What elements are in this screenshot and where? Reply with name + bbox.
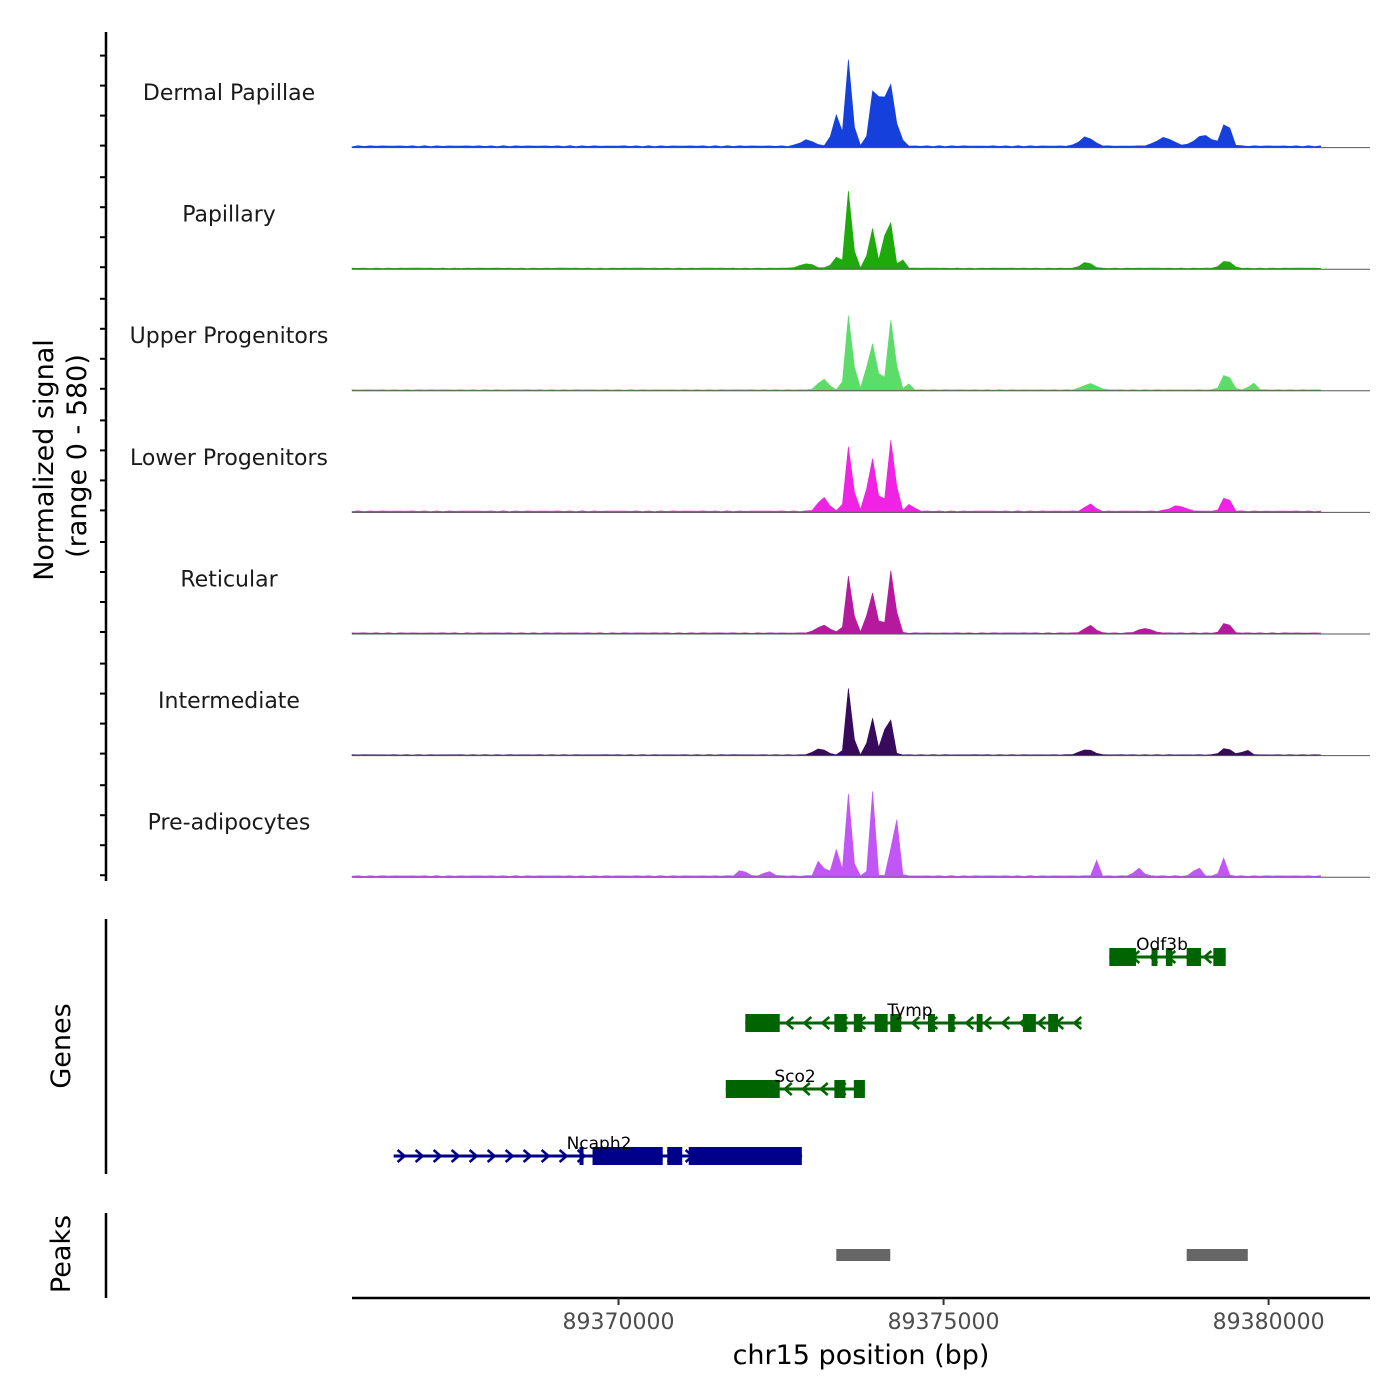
strand-arrow [964, 1016, 975, 1030]
coverage-area [351, 59, 1321, 148]
track-intermediate: Intermediate [158, 688, 1370, 757]
x-axis-ticks: 89370000 89375000 89380000 [563, 1298, 1325, 1335]
gene-exon [1022, 1014, 1036, 1032]
gene-exon [853, 1014, 863, 1032]
x-axis-title: chr15 position (bp) [733, 1340, 990, 1371]
y-axis-title-range: (range 0 - 580) [62, 354, 93, 558]
coverage-area [351, 440, 1321, 513]
strand-arrow [468, 1149, 479, 1163]
track-pre-adipocytes: Pre-adipocytes [148, 791, 1370, 878]
track-label: Dermal Papillae [143, 81, 315, 106]
coverage-area [351, 791, 1321, 878]
track-papillary: Papillary [182, 190, 1370, 270]
gene-exon [976, 1014, 983, 1032]
track-label: Pre-adipocytes [148, 811, 311, 836]
strand-arrow [818, 1082, 829, 1096]
gene-sco2: Sco2 [725, 1067, 865, 1098]
strand-arrow [802, 1016, 813, 1030]
gene-exon [890, 1014, 902, 1032]
gene-exon [667, 1147, 683, 1165]
track-dermal-papillae: Dermal Papillae [143, 59, 1370, 149]
track-label: Intermediate [158, 689, 300, 714]
x-tick-label: 89380000 [1213, 1310, 1325, 1335]
strand-arrow [414, 1149, 425, 1163]
gene-exon [1109, 948, 1136, 966]
gene-tymp: Tymp [745, 1001, 1083, 1032]
strand-arrow [522, 1149, 533, 1163]
coverage-area [351, 570, 1321, 635]
strand-arrow [1036, 1016, 1047, 1030]
gene-exon [1186, 948, 1201, 966]
gene-exon [834, 1014, 847, 1032]
peaks-track [836, 1249, 1248, 1261]
gene-exon [725, 1080, 780, 1098]
track-reticular: Reticular [180, 567, 1370, 635]
gene-label: Tymp [886, 1001, 932, 1021]
track-label: Lower Progenitors [130, 446, 328, 471]
strand-arrow [784, 1016, 795, 1030]
peaks-panel-title: Peaks [46, 1215, 77, 1293]
track-label: Upper Progenitors [130, 324, 329, 349]
gene-exon [592, 1147, 663, 1165]
gene-exon [745, 1014, 780, 1032]
gene-exon [579, 1147, 584, 1165]
gene-exon [688, 1147, 802, 1165]
gene-exon [1165, 948, 1173, 966]
coverage-area [351, 315, 1321, 392]
strand-arrow [396, 1149, 407, 1163]
gene-exon [948, 1014, 955, 1032]
track-label: Papillary [182, 203, 276, 228]
strand-arrow [782, 1082, 793, 1096]
track-upper-progenitors: Upper Progenitors [130, 315, 1370, 392]
coverage-area [351, 688, 1321, 756]
strand-arrow [910, 1016, 921, 1030]
track-lower-progenitors: Lower Progenitors [130, 440, 1370, 513]
strand-arrow [432, 1149, 443, 1163]
gene-odf3b: Odf3b [1109, 935, 1226, 966]
strand-arrow [486, 1149, 497, 1163]
strand-arrow [800, 1082, 811, 1096]
strand-arrow [1202, 950, 1213, 964]
genes-panel-title: Genes [46, 1003, 77, 1088]
gene-exon [834, 1080, 846, 1098]
gene-exon [1048, 1014, 1058, 1032]
strand-arrow [1072, 1016, 1083, 1030]
coverage-area [351, 190, 1321, 270]
x-tick-label: 89370000 [563, 1310, 675, 1335]
strand-arrow [982, 1016, 993, 1030]
coverage-y-ticks [100, 54, 106, 877]
track-label: Reticular [180, 567, 278, 592]
gene-label: Sco2 [774, 1067, 815, 1087]
gene-exon [853, 1080, 865, 1098]
gene-label: Ncaph2 [567, 1134, 632, 1154]
strand-arrow [540, 1149, 551, 1163]
peak-region [1186, 1249, 1248, 1261]
gene-label: Odf3b [1136, 935, 1188, 955]
strand-arrow [450, 1149, 461, 1163]
strand-arrow [504, 1149, 515, 1163]
peak-region [836, 1249, 891, 1261]
genes-track: Odf3b Tymp Sco2 Ncaph2 [393, 935, 1226, 1165]
gene-exon [927, 1014, 936, 1032]
gene-ncaph2: Ncaph2 [393, 1134, 803, 1165]
gene-exon [874, 1014, 888, 1032]
gene-exon [1151, 948, 1158, 966]
strand-arrow [558, 1149, 569, 1163]
coverage-tracks: Dermal Papillae Papillary Upper Progenitor… [130, 59, 1370, 878]
gene-exon [1213, 948, 1226, 966]
strand-arrow [1000, 1016, 1011, 1030]
strand-arrow [820, 1016, 831, 1030]
x-tick-label: 89375000 [888, 1310, 1000, 1335]
y-axis-title: Normalized signal [29, 339, 60, 581]
